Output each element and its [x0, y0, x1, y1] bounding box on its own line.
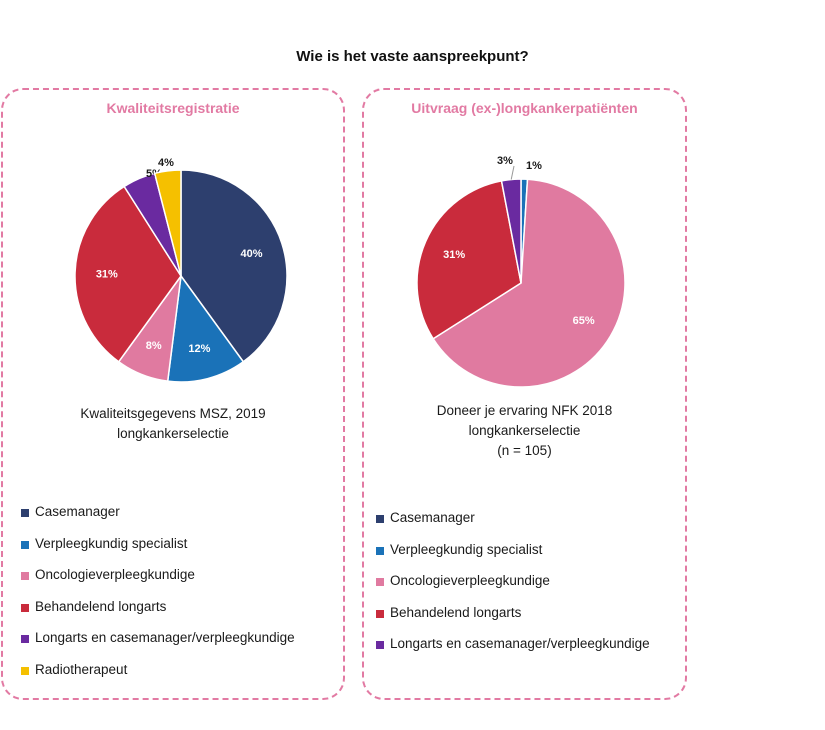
legend-label: Casemanager — [35, 504, 120, 519]
caption-line: longkankerselectie — [117, 426, 229, 441]
legend-label: Casemanager — [390, 510, 475, 525]
legend-swatch — [21, 666, 29, 675]
legend-item-oncologieverpleegkundige: Oncologieverpleegkundige — [21, 567, 295, 599]
legend: Casemanager Verpleegkundig specialist Onco… — [376, 510, 650, 668]
pie-chart-uitvraag: 1% 65% 31% 3% — [416, 155, 626, 388]
legend-item-longarts-en-casemanager-verpleegkundige: Longarts en casemanager/verpleegkundige — [376, 636, 650, 668]
data-label-casemanager: 40% — [241, 248, 263, 260]
legend-item-behandelend-longarts: Behandelend longarts — [21, 599, 295, 631]
legend-swatch — [376, 609, 384, 618]
pie-caption: Doneer je ervaring NFK 2018 longkankerse… — [364, 401, 685, 461]
caption-line: Doneer je ervaring NFK 2018 — [436, 403, 613, 418]
legend-swatch — [21, 603, 29, 612]
legend-swatch — [21, 572, 29, 581]
legend-swatch — [376, 578, 384, 587]
data-label-behandelend-longarts: 31% — [96, 269, 118, 281]
data-label-oncologieverpleegkundige: 65% — [573, 315, 595, 327]
legend-swatch — [21, 509, 29, 517]
chart-main-title: Wie is het vaste aanspreekpunt? — [296, 48, 529, 65]
pie-chart-kwaliteitsregistratie: 40%12%8%31%5%4% — [74, 157, 288, 383]
legend-label: Behandelend longarts — [35, 598, 167, 614]
legend-label: Oncologieverpleegkundige — [35, 567, 195, 583]
legend-label: Radiotherapeut — [35, 661, 128, 677]
legend-item-oncologieverpleegkundige: Oncologieverpleegkundige — [376, 573, 650, 605]
data-label-verpleegkundig-specialist: 12% — [188, 343, 210, 355]
data-label-behandelend-longarts: 31% — [443, 249, 465, 261]
legend-item-verpleegkundig-specialist: Verpleegkundig specialist — [376, 542, 650, 574]
legend-item-behandelend-longarts: Behandelend longarts — [376, 605, 650, 637]
data-label-oncologieverpleegkundige: 8% — [146, 340, 162, 352]
pie-slice-behandelend-longarts — [416, 179, 522, 340]
panel-title: Kwaliteitsregistratie — [106, 100, 240, 116]
pie-slice-verpleegkundig-specialist — [166, 274, 245, 383]
pie-slice-behandelend-longarts — [74, 185, 182, 363]
pie-caption: Kwaliteitsgegevens MSZ, 2019 longkankers… — [3, 404, 343, 444]
legend-item-verpleegkundig-specialist: Verpleegkundig specialist — [21, 536, 295, 568]
legend-item-longarts-en-casemanager-verpleegkundige: Longarts en casemanager/verpleegkundige — [21, 630, 295, 662]
data-label-verpleegkundig-specialist: 1% — [526, 160, 542, 172]
panel-uitvraag: Uitvraag (ex-)longkankerpatiënten 1% 65% 3… — [362, 88, 687, 700]
pie-slice-oncologieverpleegkundige — [432, 178, 626, 388]
caption-line: longkankerselectie — [468, 423, 581, 438]
legend-label: Verpleegkundig specialist — [390, 541, 543, 557]
legend-label: Verpleegkundig specialist — [35, 535, 188, 551]
legend-swatch — [376, 515, 384, 523]
legend-swatch — [376, 641, 384, 650]
legend-item-casemanager: Casemanager — [376, 510, 650, 542]
data-label-radiotherapeut: 4% — [158, 157, 174, 169]
leader-line — [510, 165, 515, 180]
legend-swatch — [376, 546, 384, 555]
panel-title: Uitvraag (ex-)longkankerpatiënten — [411, 100, 638, 116]
legend-label: Oncologieverpleegkundige — [390, 573, 550, 589]
panel-kwaliteitsregistratie: Kwaliteitsregistratie 40% 12% 8% 31% 5% 4% Kw… — [1, 88, 345, 700]
legend-swatch — [21, 635, 29, 644]
caption-line: (n = 105) — [497, 443, 552, 458]
legend-swatch — [21, 540, 29, 549]
pie-slice-radiotherapeut — [153, 169, 182, 277]
legend-item-radiotherapeut: Radiotherapeut — [21, 662, 295, 694]
legend-item-casemanager: Casemanager — [21, 504, 295, 536]
legend-label: Longarts en casemanager/verpleegkundige — [390, 636, 650, 652]
data-label-longarts-en-casemanager-verpleegkundige: 3% — [497, 155, 513, 167]
pie-slice-casemanager — [180, 169, 288, 363]
legend: Casemanager Verpleegkundig specialist Onco… — [21, 504, 295, 694]
legend-label: Longarts en casemanager/verpleegkundige — [35, 630, 295, 646]
caption-line: Kwaliteitsgegevens MSZ, 2019 — [80, 406, 266, 421]
legend-label: Behandelend longarts — [390, 604, 522, 620]
